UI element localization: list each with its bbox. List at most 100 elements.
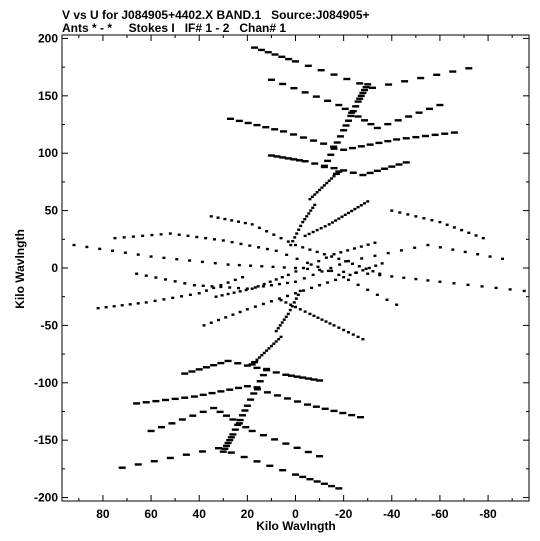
uv-point: [286, 273, 290, 277]
uv-point: [366, 143, 374, 146]
uv-point: [322, 184, 326, 187]
uv-point: [188, 370, 196, 373]
data-points: [72, 46, 526, 490]
uv-point: [306, 477, 314, 481]
uv-point: [144, 301, 148, 304]
uv-point: [290, 86, 298, 90]
uv-point: [154, 276, 158, 279]
uv-point: [224, 359, 232, 363]
uv-point: [278, 55, 286, 59]
uv-point: [384, 139, 392, 143]
uv-point: [162, 398, 170, 402]
uv-point: [488, 255, 492, 258]
uv-point: [186, 234, 190, 238]
x-tick-label: -80: [479, 507, 497, 521]
uv-point: [366, 288, 370, 292]
uv-point: [210, 363, 218, 367]
uv-point: [296, 293, 300, 296]
uv-point: [359, 245, 363, 248]
uv-point: [414, 277, 418, 281]
uv-point: [310, 195, 314, 199]
uv-point: [195, 235, 199, 239]
uv-point: [304, 450, 312, 454]
uv-point: [330, 145, 338, 148]
uv-point: [219, 284, 223, 287]
uv-point: [188, 293, 192, 296]
uv-point: [226, 292, 230, 296]
uv-point: [310, 378, 318, 381]
uv-point: [120, 304, 124, 307]
uv-point: [312, 314, 316, 318]
uv-point: [441, 132, 449, 135]
uv-point: [198, 450, 206, 453]
uv-point: [230, 240, 234, 244]
uv-point: [369, 86, 377, 89]
uv-point: [297, 228, 301, 231]
uv-point: [315, 228, 319, 232]
uv-point: [236, 418, 244, 422]
uv-point: [332, 174, 336, 178]
uv-point: [230, 219, 234, 222]
uv-point: [245, 287, 249, 290]
uv-point: [481, 236, 485, 240]
uv-point: [292, 473, 299, 476]
uv-point: [298, 289, 302, 293]
uv-point: [136, 302, 140, 305]
uv-point: [378, 273, 382, 277]
uv-point: [433, 73, 441, 76]
uv-point: [480, 285, 484, 288]
uv-point: [96, 306, 100, 310]
uv-point: [253, 305, 257, 308]
uv-point: [322, 253, 326, 256]
uv-point: [445, 223, 449, 226]
uv-point: [373, 254, 377, 257]
uv-point: [330, 73, 338, 76]
uv-point: [141, 234, 145, 238]
uv-point: [378, 272, 382, 275]
uv-point: [313, 480, 321, 483]
uv-point: [371, 270, 375, 273]
uv-point: [465, 67, 473, 70]
uv-point: [273, 394, 281, 397]
uv-point: [277, 337, 281, 341]
uv-point: [308, 248, 312, 251]
uv-point: [366, 200, 370, 203]
uv-point: [308, 197, 312, 201]
uv-point: [289, 133, 297, 136]
uv-point: [262, 126, 270, 129]
uv-point: [271, 438, 279, 441]
uv-point: [330, 255, 334, 258]
uv-point: [278, 324, 282, 327]
uv-point: [294, 243, 297, 247]
uv-point: [234, 423, 242, 427]
uv-point: [271, 265, 275, 269]
uv-point: [284, 157, 292, 160]
uv-point: [168, 232, 172, 235]
uv-point: [339, 411, 347, 415]
uv-point: [214, 447, 222, 450]
uv-point: [352, 247, 356, 250]
uv-point: [276, 327, 280, 330]
uv-point: [285, 253, 289, 257]
uv-point: [299, 376, 307, 379]
uv-point: [324, 159, 332, 163]
uv-point: [305, 215, 309, 218]
uv-point: [149, 255, 153, 258]
uv-point: [244, 121, 252, 125]
uv-point: [243, 404, 251, 407]
uv-point: [341, 107, 349, 111]
uv-point: [330, 269, 334, 273]
uv-point: [294, 400, 302, 403]
uv-point: [402, 276, 406, 279]
uv-point: [350, 209, 354, 213]
uv-point: [212, 238, 216, 241]
uv-point: [295, 257, 299, 261]
uv-point: [274, 249, 278, 252]
uv-point: [267, 154, 275, 157]
uv-point: [220, 294, 224, 297]
uv-point: [311, 273, 315, 277]
uv-point: [238, 290, 242, 293]
uv-point: [293, 375, 301, 378]
uv-point: [272, 342, 276, 345]
uv-point: [362, 86, 370, 89]
